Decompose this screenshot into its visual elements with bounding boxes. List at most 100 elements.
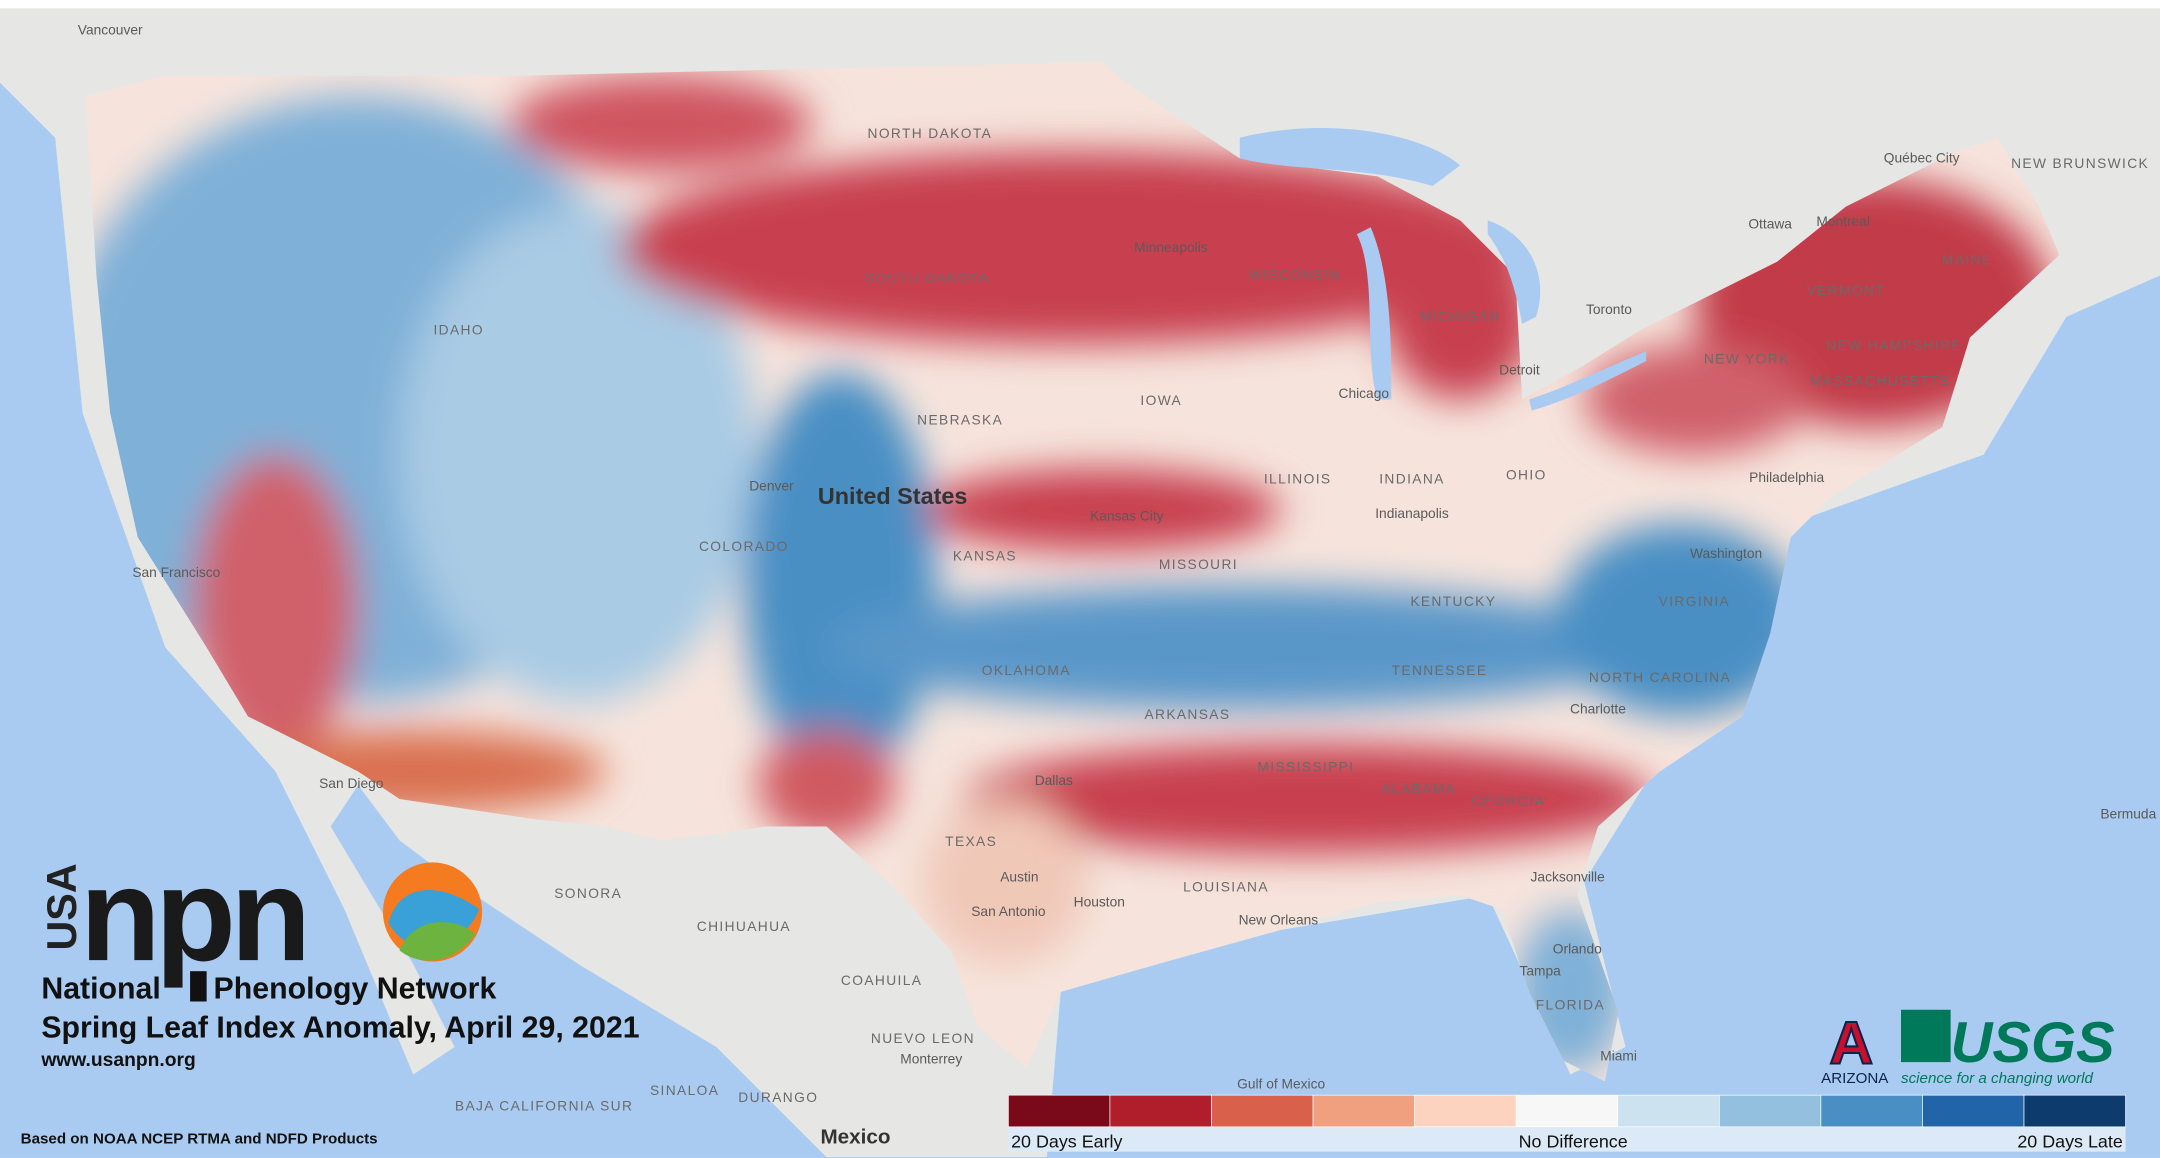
map-label: GEORGIA bbox=[1471, 794, 1545, 809]
map-label: MICHIGAN bbox=[1420, 309, 1500, 324]
map-labels: Vancouver Québec City Ottawa Montreal Toront… bbox=[78, 22, 2157, 1148]
map-label: Orlando bbox=[1553, 941, 1602, 956]
map-label: NORTH CAROLINA bbox=[1589, 670, 1731, 685]
map-label: Kansas City bbox=[1090, 509, 1164, 524]
legend-swatch bbox=[1312, 1094, 1415, 1128]
legend-low: 20 Days Early bbox=[1011, 1132, 1122, 1152]
npn-logo: USA npn National Phenology Network bbox=[39, 841, 497, 1006]
arizona-mark: A bbox=[1829, 1008, 1873, 1076]
map-label: IOWA bbox=[1140, 393, 1182, 408]
legend-mid: No Difference bbox=[1519, 1132, 1628, 1152]
map-label: COAHUILA bbox=[841, 973, 922, 988]
legend-label-band bbox=[1008, 1126, 2126, 1152]
map-label: Bermuda bbox=[2100, 806, 2156, 821]
map-label: Chicago bbox=[1339, 386, 1390, 401]
map-label: Houston bbox=[1074, 894, 1125, 909]
map-label: New Orleans bbox=[1239, 912, 1319, 927]
map-label: TENNESSEE bbox=[1392, 663, 1488, 678]
logo-phenology: Phenology Network bbox=[214, 973, 497, 1006]
logo-usa: USA bbox=[39, 863, 85, 950]
map-label: Detroit bbox=[1499, 363, 1540, 378]
map-label: KENTUCKY bbox=[1410, 594, 1496, 609]
frame-top bbox=[0, 0, 2160, 9]
legend-swatch bbox=[2023, 1094, 2126, 1128]
map-label: OHIO bbox=[1506, 467, 1547, 482]
partner-logos: A ARIZONA USGS science for a changing wo… bbox=[1821, 1007, 2115, 1087]
map-label: SOUTH DAKOTA bbox=[865, 270, 989, 285]
map-label: NEW BRUNSWICK bbox=[2011, 156, 2149, 171]
map-label: Dallas bbox=[1035, 773, 1073, 788]
legend: 20 Days Early No Difference 20 Days Late bbox=[1008, 1094, 2126, 1152]
map-label: Ottawa bbox=[1748, 217, 1792, 232]
map-label: Mexico bbox=[820, 1125, 890, 1148]
logo-leaf-green bbox=[399, 922, 476, 961]
map-title: Spring Leaf Index Anomaly, April 29, 202… bbox=[41, 1011, 639, 1044]
legend-swatch bbox=[1414, 1094, 1517, 1128]
map-label: Miami bbox=[1600, 1049, 1637, 1064]
map-label: United States bbox=[818, 483, 968, 509]
map-label: NORTH DAKOTA bbox=[868, 126, 993, 141]
map-label: Toronto bbox=[1586, 302, 1632, 317]
map-label: MAINE bbox=[1942, 253, 1992, 268]
map-label: MASSACHUSETTS bbox=[1810, 374, 1950, 389]
map-label: ALABAMA bbox=[1382, 781, 1457, 796]
map-label: INDIANA bbox=[1379, 472, 1444, 487]
map-label: OKLAHOMA bbox=[982, 663, 1071, 678]
map-label: FLORIDA bbox=[1536, 998, 1605, 1013]
logo-npn: npn bbox=[80, 841, 306, 989]
lake-superior bbox=[1239, 128, 1461, 186]
map-label: SONORA bbox=[554, 886, 622, 901]
map-label: MISSISSIPPI bbox=[1257, 759, 1354, 774]
legend-swatch bbox=[1922, 1094, 2025, 1128]
map-label: Philadelphia bbox=[1749, 470, 1824, 485]
usgs-wave bbox=[1901, 1009, 1951, 1063]
map-label: NEW HAMPSHIRE bbox=[1826, 338, 1962, 353]
map-label: COLORADO bbox=[699, 539, 789, 554]
lake-erie bbox=[1529, 351, 1647, 411]
usgs-text: USGS bbox=[1951, 1011, 2115, 1075]
map-label: VERMONT bbox=[1807, 283, 1885, 298]
map-label: Vancouver bbox=[78, 22, 143, 37]
legend-swatch bbox=[1211, 1094, 1314, 1128]
map-label: KANSAS bbox=[953, 549, 1017, 564]
map-label: LOUISIANA bbox=[1183, 879, 1269, 894]
url: www.usanpn.org bbox=[40, 1050, 195, 1071]
map-label: DURANGO bbox=[738, 1090, 818, 1105]
map-label: VIRGINIA bbox=[1659, 594, 1730, 609]
map-label: Minneapolis bbox=[1134, 240, 1208, 255]
legend-high: 20 Days Late bbox=[2017, 1132, 2122, 1152]
logo-national: National bbox=[41, 973, 161, 1006]
map-label: Denver bbox=[749, 478, 794, 493]
map-label: SINALOA bbox=[650, 1083, 719, 1098]
logo-bar bbox=[190, 971, 207, 1002]
map-label: WISCONSIN bbox=[1249, 268, 1341, 283]
legend-swatch bbox=[1718, 1094, 1822, 1128]
map-label: San Diego bbox=[319, 776, 384, 791]
legend-swatch bbox=[1617, 1094, 1720, 1128]
map-label: BAJA CALIFORNIA SUR bbox=[455, 1098, 633, 1113]
lake-michigan bbox=[1356, 227, 1392, 400]
map-label: MISSOURI bbox=[1159, 557, 1238, 572]
arizona-text: ARIZONA bbox=[1821, 1070, 1889, 1087]
map-label: CHIHUAHUA bbox=[697, 919, 791, 934]
map-label: NEW YORK bbox=[1704, 352, 1790, 367]
legend-swatch bbox=[1820, 1094, 1923, 1128]
map-label: Monterrey bbox=[900, 1051, 962, 1066]
map-label: Charlotte bbox=[1570, 702, 1626, 717]
map-label: IDAHO bbox=[433, 323, 483, 338]
map-label: San Antonio bbox=[971, 904, 1046, 919]
map-label: TEXAS bbox=[945, 834, 997, 849]
map-label: NUEVO LEON bbox=[871, 1031, 975, 1046]
map-label: Montreal bbox=[1816, 214, 1870, 229]
legend-swatch bbox=[1109, 1094, 1212, 1128]
map-label: Austin bbox=[1000, 870, 1038, 885]
usgs-tagline: science for a changing world bbox=[1901, 1070, 2093, 1087]
map-label: ARKANSAS bbox=[1144, 707, 1230, 722]
map-label: Gulf of Mexico bbox=[1237, 1076, 1325, 1091]
map-label: ILLINOIS bbox=[1264, 472, 1332, 487]
source-note: Based on NOAA NCEP RTMA and NDFD Product… bbox=[21, 1130, 378, 1147]
lake-huron bbox=[1487, 220, 1541, 324]
map-label: Washington bbox=[1690, 546, 1762, 561]
